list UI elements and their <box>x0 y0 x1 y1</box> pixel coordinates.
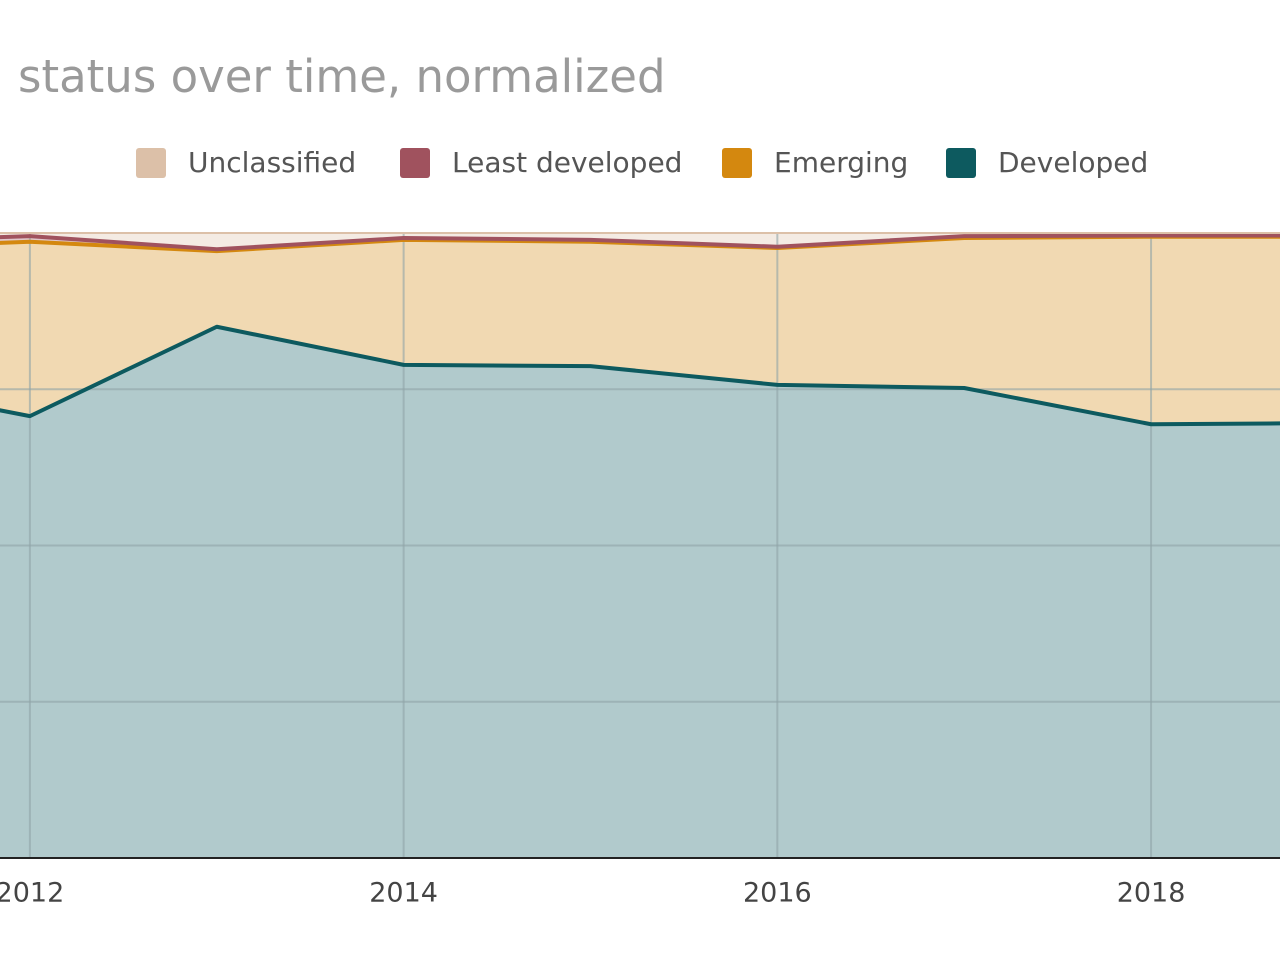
x-tick-label: 2016 <box>743 878 812 909</box>
legend-label: Unclassified <box>188 146 356 179</box>
area <box>0 236 1280 425</box>
series-line <box>0 324 1280 427</box>
legend-swatch <box>136 148 166 178</box>
legend-label: Developed <box>998 146 1148 179</box>
legend-swatch <box>400 148 430 178</box>
series-line <box>0 233 1280 252</box>
legend-swatch <box>722 148 752 178</box>
legend: Unclassified Least developed Emerging Devel… <box>136 146 1148 179</box>
axes: 2012 2014 2016 2018 <box>0 232 1280 909</box>
legend-label: Emerging <box>774 146 908 179</box>
x-tick-label: 2014 <box>369 878 438 909</box>
x-tick-label: 2018 <box>1117 878 1186 909</box>
legend-swatch <box>946 148 976 178</box>
legend-label: Least developed <box>452 146 682 179</box>
area <box>0 326 1280 858</box>
chart-title: status over time, normalized <box>18 50 666 103</box>
x-tick-label: 2012 <box>0 878 64 909</box>
plot-area <box>0 233 1280 858</box>
